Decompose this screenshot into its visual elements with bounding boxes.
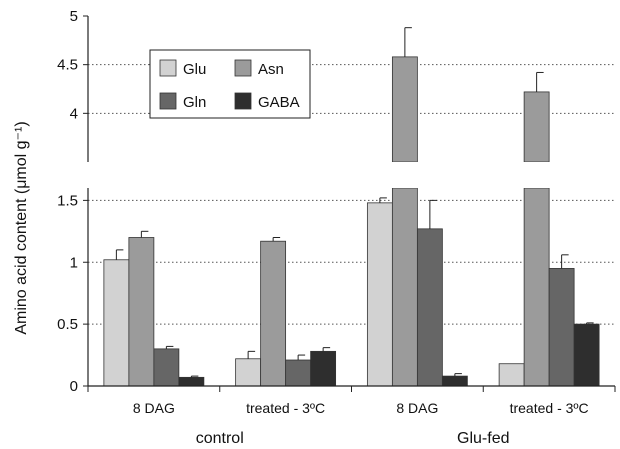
x-category-label: 8 DAG bbox=[396, 400, 438, 416]
legend-swatch-gaba bbox=[234, 92, 252, 110]
x-category-label: 8 DAG bbox=[133, 400, 175, 416]
x-category-label: treated - 3ºC bbox=[510, 400, 589, 416]
y-tick-label: 5 bbox=[70, 8, 78, 25]
bar-gaba bbox=[178, 376, 205, 387]
legend-label-glu: Glu bbox=[183, 61, 206, 78]
bar-gaba bbox=[573, 323, 600, 387]
bar-asn-lower bbox=[391, 187, 418, 387]
bar-glu bbox=[235, 358, 262, 387]
axis-break-gap bbox=[84, 162, 619, 188]
y-tick-label: 4 bbox=[70, 105, 78, 122]
y-tick-label: 1.5 bbox=[57, 192, 78, 209]
bar-gln bbox=[548, 268, 575, 387]
bar-asn-lower bbox=[523, 187, 550, 387]
bar-gln bbox=[285, 359, 312, 387]
legend-label-asn: Asn bbox=[258, 61, 284, 78]
x-category-label: treated - 3ºC bbox=[246, 400, 325, 416]
bar-asn bbox=[260, 240, 287, 387]
legend-swatch-gln bbox=[159, 92, 177, 110]
y-tick-label: 1 bbox=[70, 254, 78, 271]
x-group-label: control bbox=[196, 430, 244, 447]
bar-glu bbox=[103, 259, 130, 387]
legend: Glu Asn Gln GABA bbox=[149, 49, 311, 119]
bar-glu bbox=[366, 202, 393, 387]
y-tick-label: 4.5 bbox=[57, 57, 78, 74]
bar-asn bbox=[128, 237, 155, 387]
legend-swatch-glu bbox=[159, 59, 177, 77]
y-tick-label: 0 bbox=[70, 378, 78, 395]
bar-gln bbox=[153, 348, 180, 387]
legend-label-gln: Gln bbox=[183, 94, 206, 111]
bar-gaba bbox=[310, 350, 337, 387]
bars-layer bbox=[103, 27, 600, 387]
y-tick-label: 0.5 bbox=[57, 316, 78, 333]
axis-layer: 0 0.5 1 1.5 4 4.5 5 bbox=[57, 8, 615, 395]
bar-gln bbox=[416, 228, 443, 387]
bar-asn-upper bbox=[523, 91, 550, 163]
legend-label-gaba: GABA bbox=[258, 94, 300, 111]
legend-swatch-asn bbox=[234, 59, 252, 77]
legend-box bbox=[149, 49, 311, 119]
y-axis-label: Amino acid content (μmol g⁻¹) bbox=[13, 121, 30, 334]
bar-glu bbox=[498, 363, 525, 387]
bar-asn-upper bbox=[391, 56, 418, 163]
frame-layer: 8 DAG treated - 3ºC 8 DAG treated - 3ºCcont… bbox=[84, 16, 619, 447]
bar-gaba bbox=[441, 375, 468, 387]
x-group-label: Glu-fed bbox=[457, 430, 509, 447]
